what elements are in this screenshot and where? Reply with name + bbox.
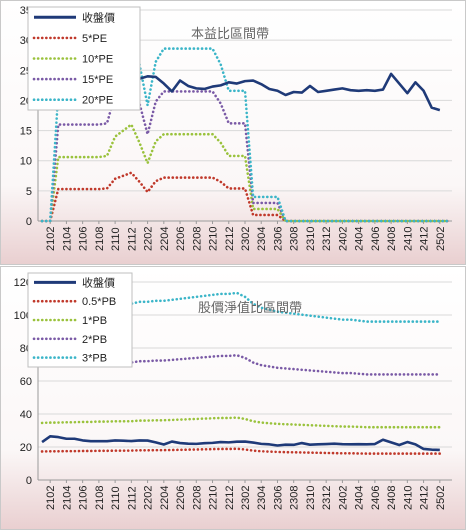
legend-label: 收盤價 — [82, 275, 115, 289]
x-tick-label: 2202 — [143, 227, 155, 251]
legend-label: 15*PE — [82, 74, 113, 86]
x-tick-label: 2408 — [386, 486, 398, 510]
x-tick-label: 2108 — [94, 486, 106, 510]
x-tick-label: 2204 — [159, 227, 171, 251]
x-tick-label: 2406 — [370, 486, 382, 510]
x-tick-label: 2302 — [240, 486, 252, 510]
chart-1-x-ticks: 2102 2104 2106 2108 2110 2112 2202 2204 2206 2208… — [45, 221, 447, 251]
series-line — [131, 72, 441, 112]
series-line — [40, 26, 450, 223]
x-tick-label: 2112 — [126, 227, 138, 251]
y-tick-label: 60 — [20, 376, 32, 388]
x-tick-label: 2312 — [321, 227, 333, 251]
x-tick-label: 2310 — [305, 227, 317, 251]
chart-1-title: 本益比區間帶 — [191, 27, 269, 42]
x-tick-label: 2406 — [370, 227, 382, 251]
x-tick-label: 2404 — [354, 486, 366, 510]
y-tick-label: 120 — [14, 277, 32, 289]
x-tick-label: 2502 — [435, 227, 447, 251]
x-tick-label: 2102 — [45, 227, 57, 251]
legend-label: 3*PB — [82, 353, 107, 365]
chart-1-series — [40, 26, 450, 223]
y-tick-label: 5 — [26, 186, 32, 198]
y-tick-label: 20 — [20, 442, 32, 454]
series-line — [41, 434, 440, 452]
x-tick-label: 2404 — [354, 227, 366, 251]
x-tick-label: 2104 — [61, 227, 73, 251]
chart-2-x-ticks: 2102 2104 2106 2108 2110 2112 2202 2204 2206 2208… — [45, 480, 447, 510]
legend-label: 1*PB — [82, 315, 107, 327]
x-tick-label: 2106 — [78, 486, 90, 510]
legend-label: 收盤價 — [82, 10, 115, 24]
series-line — [40, 447, 442, 455]
y-tick-label: 15 — [20, 126, 32, 138]
x-tick-label: 2308 — [289, 227, 301, 251]
y-tick-label: 40 — [20, 409, 32, 421]
x-tick-label: 2110 — [110, 227, 122, 251]
y-tick-label: 100 — [14, 310, 32, 322]
y-tick-label: 10 — [20, 156, 32, 168]
chart-2-title: 股價淨值比區間帶 — [198, 300, 302, 316]
x-tick-label: 2108 — [94, 227, 106, 251]
x-tick-label: 2412 — [419, 486, 431, 510]
x-tick-label: 2104 — [61, 486, 73, 510]
x-tick-label: 2306 — [272, 486, 284, 510]
x-tick-label: 2208 — [191, 486, 203, 510]
series-line — [40, 416, 442, 429]
x-tick-label: 2502 — [435, 486, 447, 510]
x-tick-label: 2402 — [337, 227, 349, 251]
x-tick-label: 2410 — [402, 486, 414, 510]
y-tick-label: 0 — [26, 475, 32, 487]
x-tick-label: 2106 — [78, 227, 90, 251]
x-tick-label: 2208 — [191, 227, 203, 251]
x-tick-label: 2206 — [175, 227, 187, 251]
x-tick-label: 2210 — [208, 486, 220, 510]
x-tick-label: 2204 — [159, 486, 171, 510]
x-tick-label: 2102 — [45, 486, 57, 510]
y-tick-label: 0 — [26, 216, 32, 228]
x-tick-label: 2210 — [208, 227, 220, 251]
x-tick-label: 2212 — [224, 486, 236, 510]
legend-label: 10*PE — [82, 54, 113, 66]
x-tick-label: 2110 — [110, 486, 122, 510]
x-tick-label: 2112 — [126, 486, 138, 510]
x-tick-label: 2206 — [175, 486, 187, 510]
x-tick-label: 2304 — [256, 486, 268, 510]
x-tick-label: 2408 — [386, 227, 398, 251]
x-tick-label: 2310 — [305, 486, 317, 510]
x-tick-label: 2412 — [419, 227, 431, 251]
x-tick-label: 2202 — [143, 486, 155, 510]
x-tick-label: 2308 — [289, 486, 301, 510]
legend-label: 20*PE — [82, 95, 113, 107]
x-tick-label: 2304 — [256, 227, 268, 251]
legend-label: 0.5*PB — [82, 296, 116, 308]
x-tick-label: 2212 — [224, 227, 236, 251]
x-tick-label: 2402 — [337, 486, 349, 510]
x-tick-label: 2306 — [272, 227, 284, 251]
x-tick-label: 2312 — [321, 486, 333, 510]
chart-1-legend: 收盤價 5*PE 10*PE 15*PE 20*PE — [27, 6, 141, 111]
x-tick-label: 2410 — [402, 227, 414, 251]
legend-label: 5*PE — [82, 33, 107, 45]
x-tick-label: 2302 — [240, 227, 252, 251]
chart-2-legend: 收盤價 0.5*PB 1*PB 2*PB 3*PB — [27, 272, 133, 368]
legend-label: 2*PB — [82, 334, 107, 346]
